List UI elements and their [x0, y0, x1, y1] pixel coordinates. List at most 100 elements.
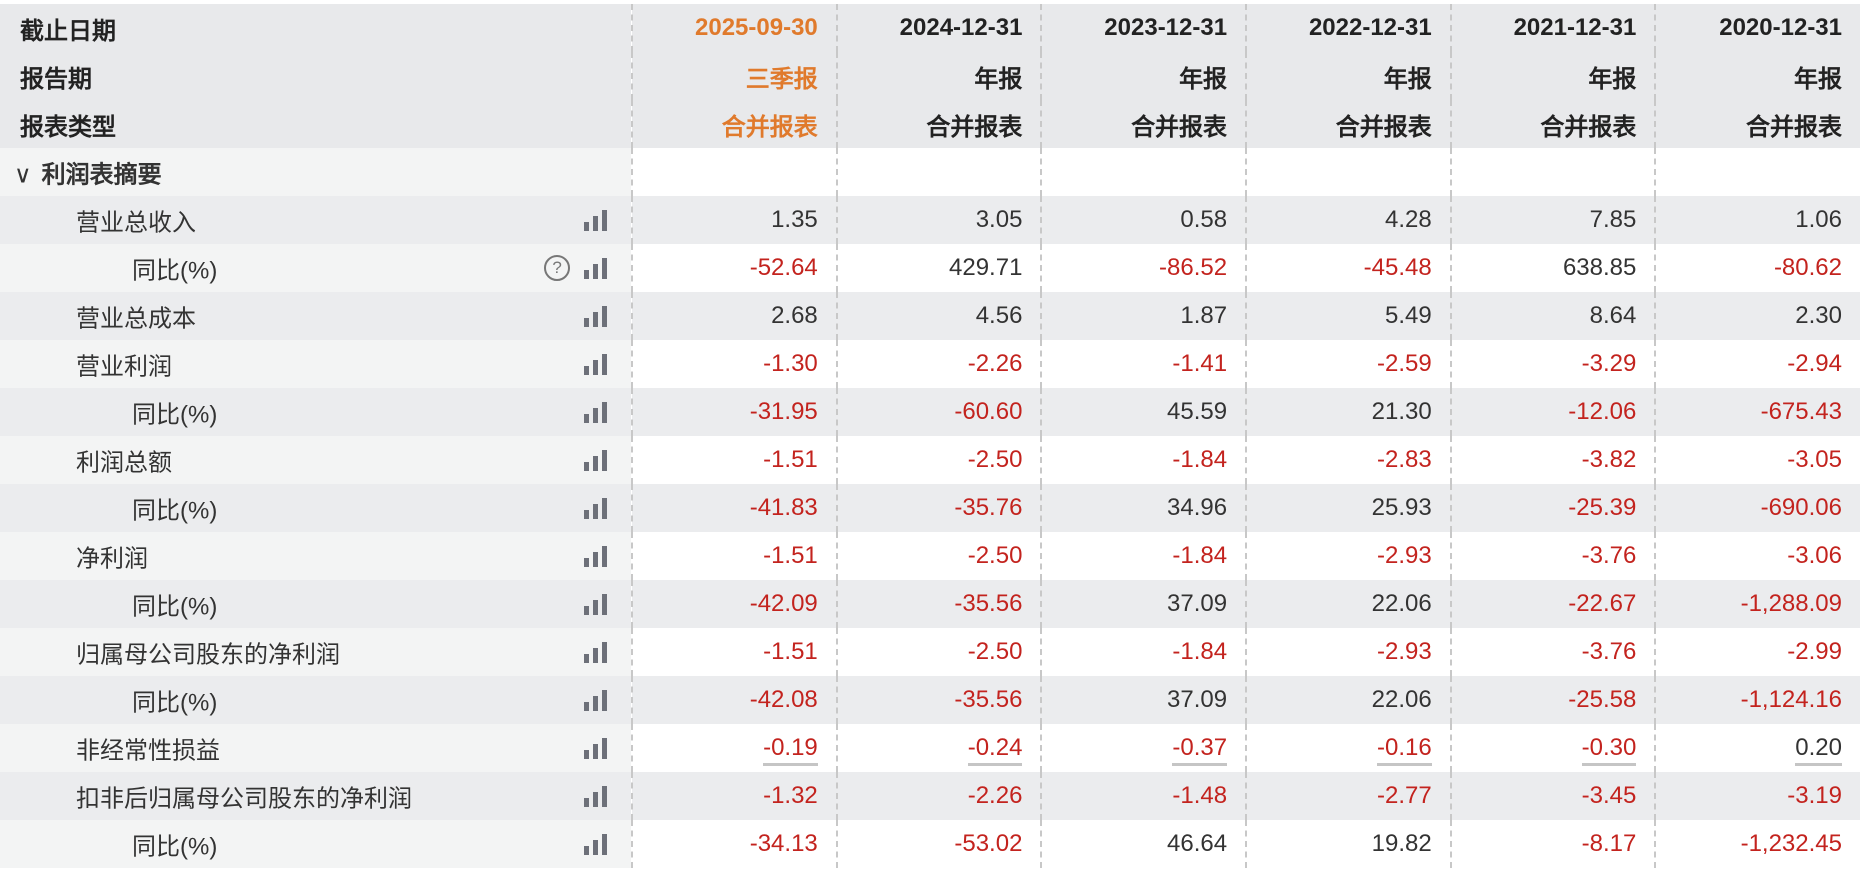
bar-chart-icon[interactable] — [584, 497, 608, 519]
value: -1.51 — [763, 638, 818, 665]
header-cell[interactable]: 合并报表 — [1245, 100, 1451, 148]
value[interactable]: -0.37 — [1172, 734, 1228, 766]
header-cell[interactable]: 合并报表 — [835, 100, 1042, 148]
value-cell: 429.71 — [835, 244, 1042, 292]
section-header[interactable]: ∨ 利润表摘要 — [0, 148, 633, 196]
bar-chart-icon[interactable] — [584, 257, 608, 279]
empty-cell — [1449, 148, 1656, 196]
value: 37.09 — [1167, 590, 1228, 617]
header-cell[interactable]: 合并报表 — [1449, 100, 1656, 148]
bar-chart-icon[interactable] — [584, 593, 608, 615]
table-row: 同比(%) -41.83 -35.76 34.96 25.93 -25.39 -690.06 — [0, 484, 1860, 532]
value[interactable]: -0.16 — [1377, 734, 1432, 766]
value: 37.09 — [1167, 686, 1228, 713]
header-cell[interactable]: 三季报 — [631, 52, 837, 100]
value-cell[interactable]: -0.16 — [1245, 724, 1451, 772]
bar-chart-icon[interactable] — [584, 209, 608, 231]
header-cell[interactable]: 2020-12-31 — [1654, 4, 1860, 52]
value: -2.26 — [967, 782, 1023, 809]
value-cell: -52.64 — [631, 244, 837, 292]
header-cell[interactable]: 2021-12-31 — [1449, 4, 1656, 52]
value: -1.32 — [763, 782, 818, 809]
row-label-cell: 同比(%) — [0, 388, 633, 436]
empty-cell — [631, 148, 837, 196]
value-cell[interactable]: -0.37 — [1040, 724, 1247, 772]
value: -1,232.45 — [1740, 830, 1842, 857]
header-cell[interactable]: 年报 — [1449, 52, 1656, 100]
value-cell: -80.62 — [1654, 244, 1860, 292]
value: 21.30 — [1371, 398, 1432, 425]
bar-chart-icon[interactable] — [584, 737, 608, 759]
header-cell[interactable]: 年报 — [1654, 52, 1860, 100]
value: -3.29 — [1581, 350, 1637, 377]
chevron-down-icon[interactable]: ∨ — [14, 161, 32, 189]
value-cell: -35.76 — [835, 484, 1042, 532]
value: -3.45 — [1581, 782, 1637, 809]
bar-chart-icon[interactable] — [584, 833, 608, 855]
value-cell: -31.95 — [631, 388, 837, 436]
table-body: ∨ 利润表摘要 营业总收入 1.35 3.05 0.58 4.28 7.85 1.06 同比(%)… — [0, 148, 1860, 868]
value[interactable]: -0.19 — [763, 734, 818, 766]
header-cell[interactable]: 年报 — [835, 52, 1042, 100]
value-cell[interactable]: 0.20 — [1654, 724, 1860, 772]
row-label: 同比(%) — [132, 257, 218, 285]
value: -25.58 — [1568, 686, 1637, 713]
bar-chart-icon[interactable] — [584, 545, 608, 567]
value-cell: -53.02 — [835, 820, 1042, 868]
row-label: 同比(%) — [132, 833, 218, 861]
header-cell[interactable]: 合并报表 — [1654, 100, 1860, 148]
row-label: 归属母公司股东的净利润 — [76, 641, 340, 669]
header-cell[interactable]: 2023-12-31 — [1040, 4, 1247, 52]
row-label-cell: 同比(%) — [0, 676, 633, 724]
value-cell: 1.87 — [1040, 292, 1247, 340]
value: -2.94 — [1787, 350, 1842, 377]
value[interactable]: -0.24 — [967, 734, 1023, 766]
value-cell: 45.59 — [1040, 388, 1247, 436]
value: -2.93 — [1377, 542, 1432, 569]
header-cell[interactable]: 2025-09-30 — [631, 4, 837, 52]
value: -42.08 — [749, 686, 818, 713]
value-cell: 1.35 — [631, 196, 837, 244]
value-cell: -41.83 — [631, 484, 837, 532]
value: -22.67 — [1568, 590, 1637, 617]
bar-chart-icon[interactable] — [584, 353, 608, 375]
bar-chart-icon[interactable] — [584, 449, 608, 471]
header-cell[interactable]: 合并报表 — [1040, 100, 1247, 148]
header-cell[interactable]: 2024-12-31 — [835, 4, 1042, 52]
bar-chart-icon[interactable] — [584, 689, 608, 711]
value-cell: -42.08 — [631, 676, 837, 724]
value-cell: -1.51 — [631, 532, 837, 580]
value: 5.49 — [1384, 302, 1432, 329]
header-cell[interactable]: 合并报表 — [631, 100, 837, 148]
bar-chart-icon[interactable] — [584, 785, 608, 807]
row-label: 同比(%) — [132, 401, 218, 429]
table-row: 非经常性损益 -0.19 -0.24 -0.37 -0.16 -0.30 0.20 — [0, 724, 1860, 772]
value-cell: 638.85 — [1449, 244, 1656, 292]
header-cell[interactable]: 年报 — [1040, 52, 1247, 100]
value-cell: -25.58 — [1449, 676, 1656, 724]
value-cell: -3.82 — [1449, 436, 1656, 484]
bar-chart-icon[interactable] — [584, 401, 608, 423]
value-cell[interactable]: -0.24 — [835, 724, 1042, 772]
value-cell: -2.83 — [1245, 436, 1451, 484]
value-cell[interactable]: -0.19 — [631, 724, 837, 772]
empty-cell — [1654, 148, 1860, 196]
bar-chart-icon[interactable] — [584, 641, 608, 663]
value-cell[interactable]: -0.30 — [1449, 724, 1656, 772]
value: -1.84 — [1172, 446, 1228, 473]
header-cell[interactable]: 2022-12-31 — [1245, 4, 1451, 52]
value-cell: -3.45 — [1449, 772, 1656, 820]
header-cell[interactable]: 年报 — [1245, 52, 1451, 100]
value[interactable]: -0.30 — [1581, 734, 1637, 766]
section-row[interactable]: ∨ 利润表摘要 — [0, 148, 1860, 196]
value: 1.06 — [1795, 206, 1842, 233]
value: -2.77 — [1377, 782, 1432, 809]
value: -3.82 — [1581, 446, 1637, 473]
value[interactable]: 0.20 — [1795, 734, 1842, 766]
help-icon[interactable]: ? — [544, 255, 571, 281]
value: -1.48 — [1172, 782, 1228, 809]
row-label: 利润总额 — [76, 449, 172, 477]
bar-chart-icon[interactable] — [584, 305, 608, 327]
value: -1,288.09 — [1740, 590, 1842, 617]
table-row: 净利润 -1.51 -2.50 -1.84 -2.93 -3.76 -3.06 — [0, 532, 1860, 580]
